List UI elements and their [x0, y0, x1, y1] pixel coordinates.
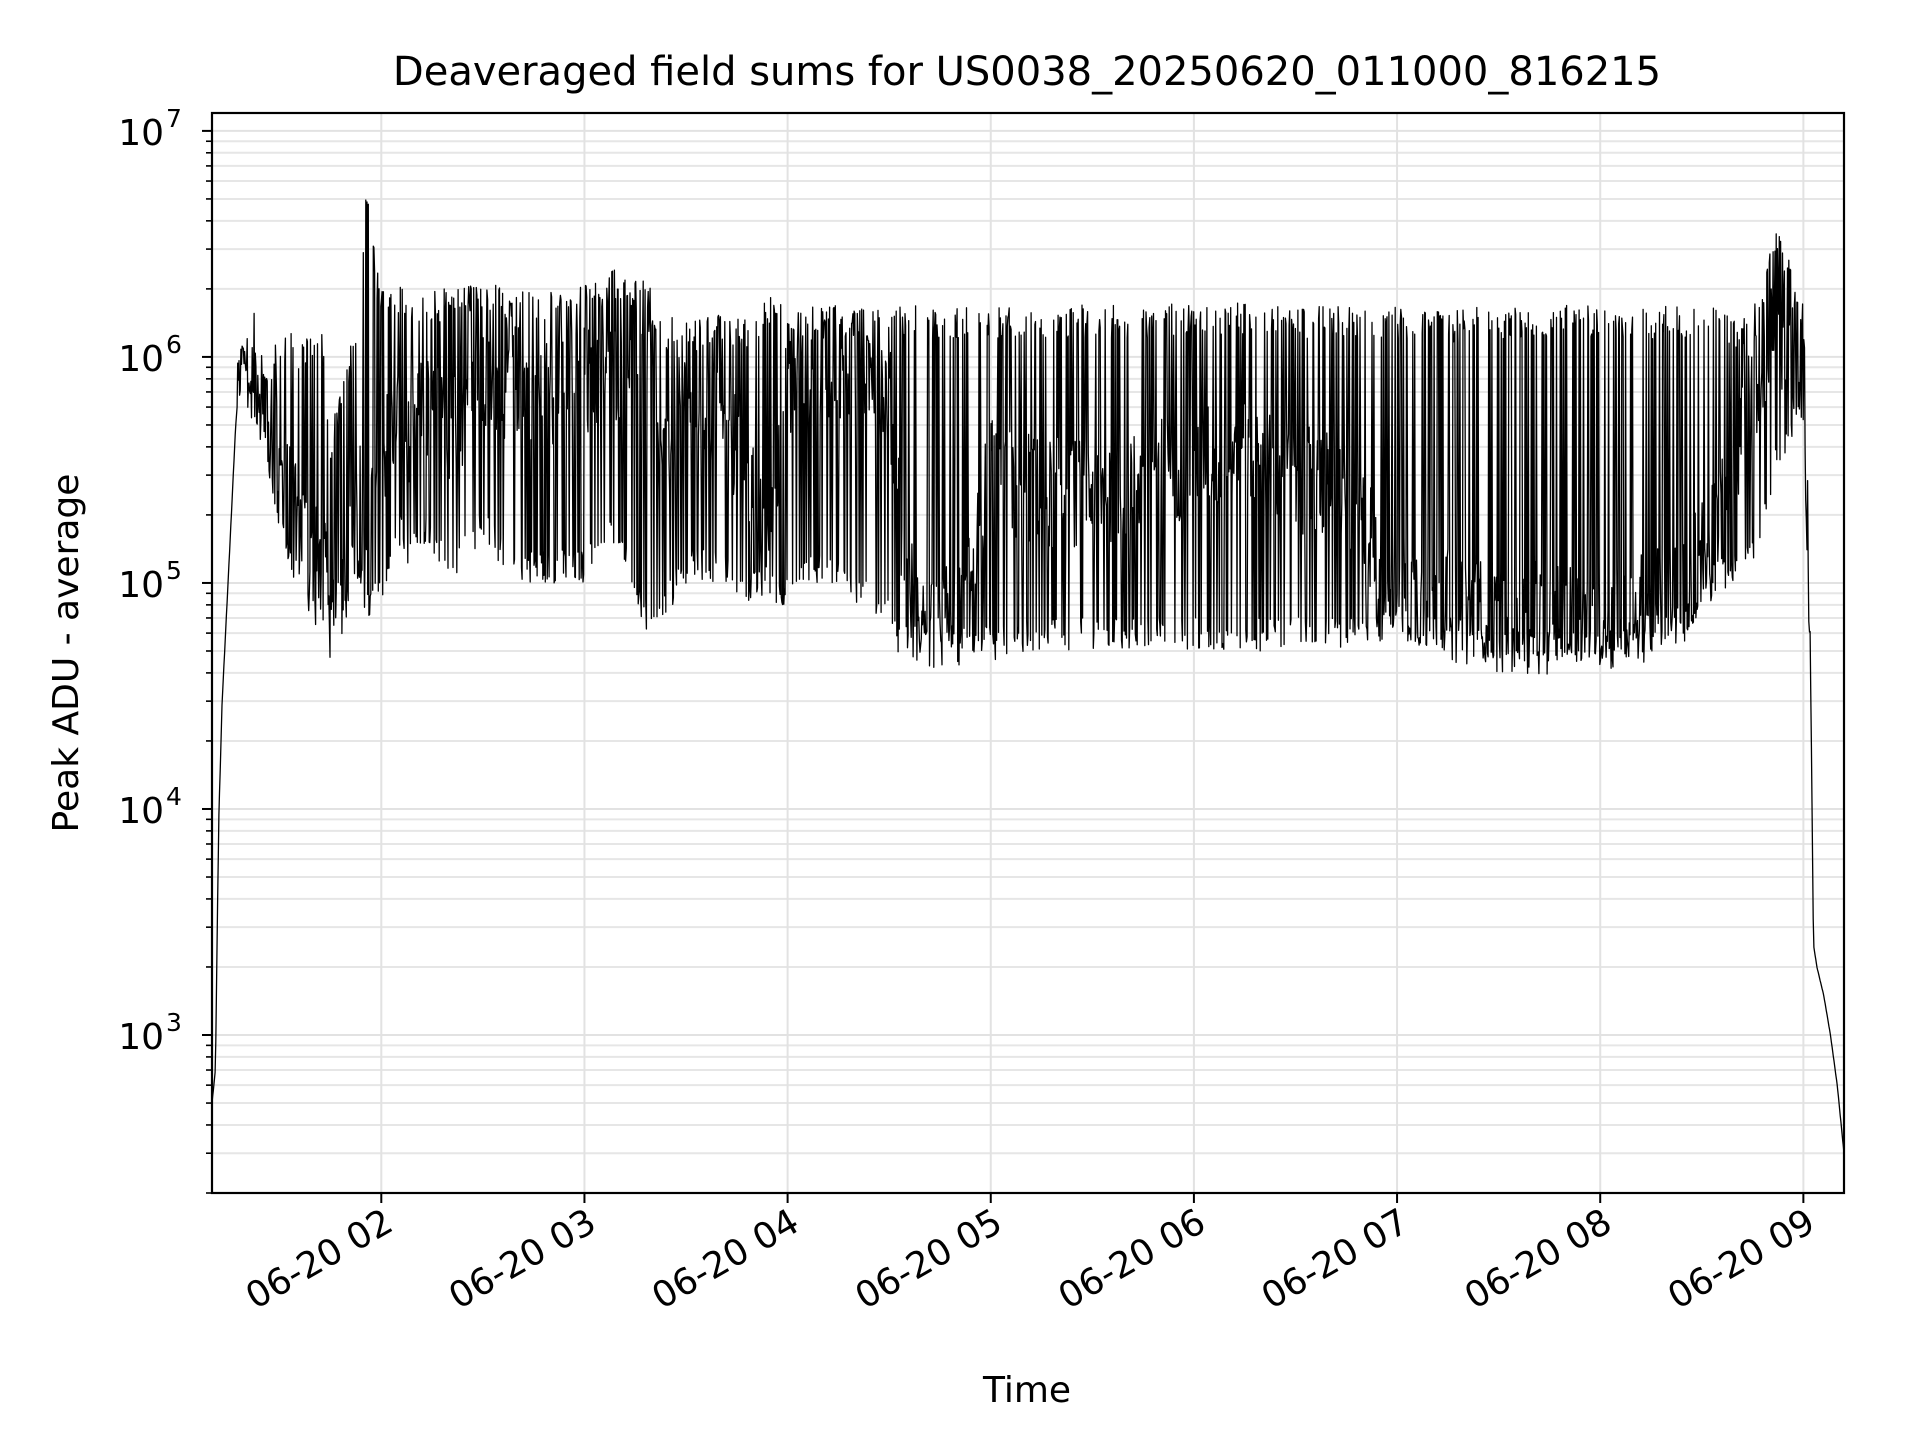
- chart-title: Deaveraged field sums for US0038_2025062…: [393, 49, 1661, 95]
- y-tick-exponent: 4: [166, 782, 182, 811]
- y-tick-label: 10: [118, 113, 164, 154]
- y-tick-label: 10: [118, 565, 164, 606]
- plot-area-frame: [210, 111, 1846, 1195]
- y-tick-exponent: 3: [166, 1008, 182, 1037]
- x-axis-label: Time: [982, 1370, 1071, 1411]
- y-tick-exponent: 5: [166, 556, 182, 585]
- y-axis-label: Peak ADU - average: [46, 474, 87, 833]
- y-tick-exponent: 6: [166, 330, 182, 359]
- y-tick-label: 10: [118, 339, 164, 380]
- y-tick-exponent: 7: [166, 104, 182, 133]
- y-tick-label: 10: [118, 791, 164, 832]
- data-layer: [211, 199, 1845, 1154]
- y-tick-label: 10: [118, 1017, 164, 1058]
- series-line: [211, 199, 1845, 1154]
